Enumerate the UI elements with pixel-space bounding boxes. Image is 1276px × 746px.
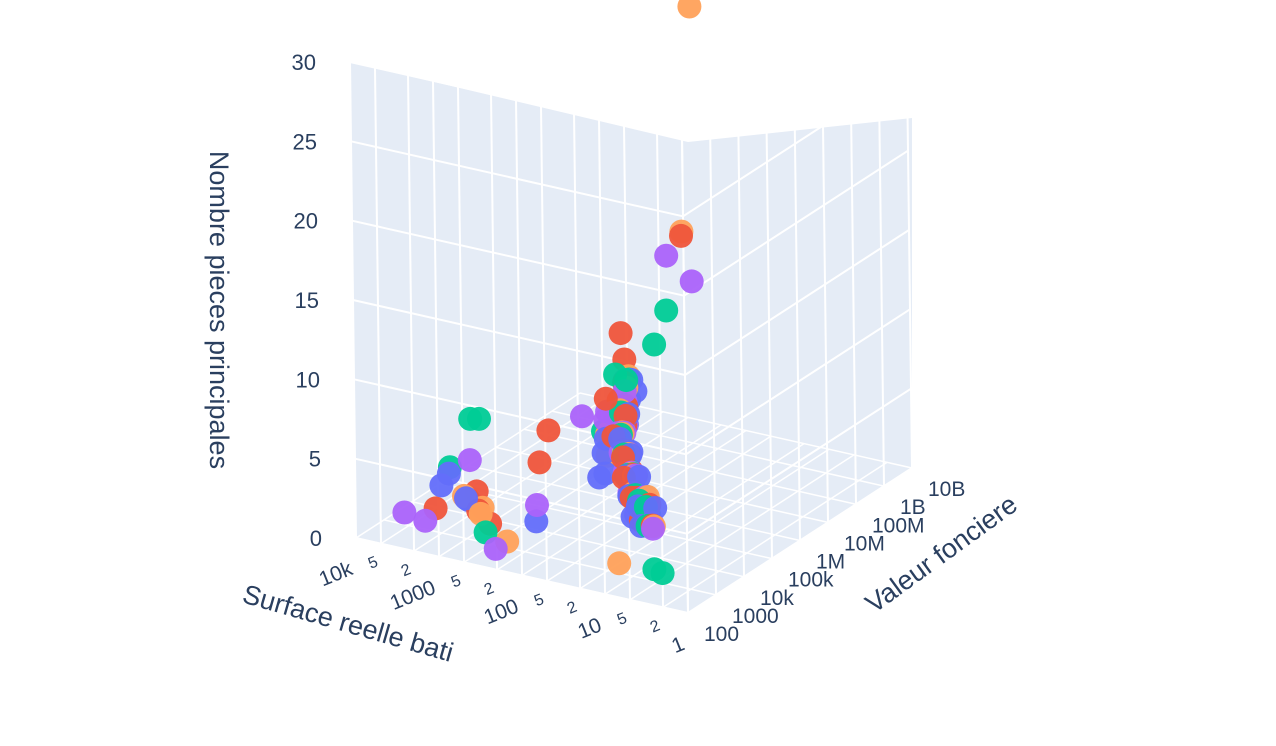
y-tick-label: 100k [788,569,834,592]
y-gridline-wall [792,54,801,541]
z-tick-label: 20 [294,209,318,234]
x-tick-label: 100 [481,595,522,629]
data-point [436,461,461,486]
x-gridline-wall [373,58,382,544]
y-tick-label: 10k [760,587,794,610]
data-point [413,508,438,533]
x-gridline-wall [489,84,499,570]
y-gridline-floor [439,482,773,560]
data-point [607,551,632,576]
x-minor-tick-label: 5 [532,591,547,610]
x-minor-tick-label: 5 [366,554,381,573]
data-points [392,0,704,586]
data-point [669,223,693,248]
x-minor-tick-label: 5 [449,572,464,591]
data-point [627,464,652,489]
data-point [654,243,679,268]
y-tick-label: 10M [844,532,885,555]
data-point [536,418,561,443]
y-gridline-floor [495,446,829,524]
data-point [679,269,704,294]
y-gridline-wall [708,109,717,595]
data-point [570,404,594,429]
x-tick-label: 10k [316,557,356,591]
y-tick-label: 10B [928,478,965,501]
data-point [650,561,675,586]
x-minor-tick-label: 2 [482,580,497,599]
data-point [527,450,552,475]
data-point [677,0,702,19]
y-tick-label: 1000 [732,605,779,628]
z-tick-label: 15 [295,288,319,313]
data-point [593,386,618,411]
y-tick-label: 100 [704,623,739,646]
z-tick-label: 30 [292,50,316,75]
x-gridline-wall [572,103,582,589]
z-tick-label: 10 [296,367,320,392]
y-tick-label: 1M [816,551,845,574]
y-gridline-wall [848,18,857,505]
x-minor-tick-label: 2 [565,599,580,618]
z-tick-label: 5 [309,447,321,472]
x-gridline-wall [456,76,465,563]
z-axis-title: Nombre pieces principales [204,151,234,469]
x-tick-label: 1000 [387,576,439,615]
x-tick-label: 10 [575,614,605,644]
y-gridline-wall [736,91,745,577]
y-gridline-wall [876,0,885,487]
data-point [454,486,478,511]
y-tick-label: 1B [900,496,926,519]
data-point [641,516,665,541]
y-gridline-wall [820,36,829,523]
data-point [467,406,491,431]
y-gridline-wall [905,0,913,469]
y-gridline-wall [680,127,689,614]
data-point [468,501,493,526]
data-point [643,496,668,520]
data-point [642,332,667,357]
y-tick-label: 100M [872,514,925,537]
data-point [587,465,612,490]
x-gridline-wall [514,89,523,576]
x-gridline-wall [597,108,606,595]
x-minor-tick-label: 2 [399,561,414,580]
data-point [608,321,633,346]
data-point [614,368,639,393]
z-tick-label: 25 [293,129,317,154]
x-gridline-wall [348,52,357,539]
z-tick-label: 0 [310,526,322,551]
y-gridline-wall [764,73,773,559]
x-gridline-wall [406,65,416,552]
data-point [654,298,679,323]
data-point [392,500,417,525]
data-point [483,536,508,561]
x-tick-label: 1 [668,632,687,658]
y-gridline-floor [355,537,689,614]
y-gridline-floor [523,428,857,505]
data-point [457,448,482,473]
x-minor-tick-label: 5 [615,610,630,629]
data-point [525,493,549,517]
x-minor-tick-label: 2 [648,617,663,636]
